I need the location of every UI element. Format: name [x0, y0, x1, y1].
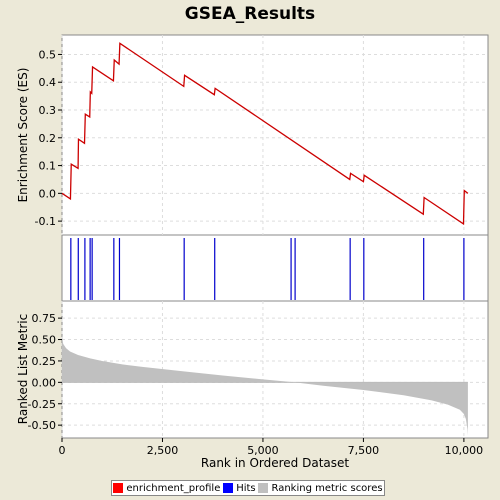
- ranking-y-ticks: -0.50 -0.25 0.00 0.25 0.50 0.75: [28, 312, 62, 432]
- ranking-y-tick-label: 0.25: [32, 355, 57, 368]
- ranking-y-tick-label: -0.25: [28, 398, 56, 411]
- x-ticks: 0 2,500 5,000 7,500 10,000: [59, 438, 484, 457]
- enrichment-y-ticks: -0.1 0.0 0.1 0.2 0.3 0.4 0.5: [35, 48, 62, 228]
- enrichment-profile-line: [61, 42, 469, 226]
- legend-item-enrichment-profile: enrichment_profile: [113, 483, 220, 494]
- legend-label: Ranking metric scores: [271, 482, 383, 494]
- hit-markers: [70, 238, 465, 300]
- x-tick-label: 0: [59, 444, 66, 457]
- chart-title: GSEA_Results: [184, 4, 316, 24]
- enrichment-profile-polyline: [61, 42, 469, 226]
- ranking-metric-area: [62, 335, 468, 436]
- enrichment-y-tick-label: 0.5: [39, 48, 57, 61]
- legend: enrichment_profile Hits Ranking metric s…: [111, 480, 385, 496]
- enrichment-y-tick-label: -0.1: [35, 215, 56, 228]
- enrichment-y-tick-label: 0.2: [39, 132, 57, 145]
- legend-label: enrichment_profile: [126, 482, 221, 494]
- enrichment-y-tick-label: 0.4: [39, 76, 57, 89]
- legend-item-hits: Hits: [223, 482, 256, 494]
- x-axis-label: Rank in Ordered Dataset: [201, 456, 349, 470]
- ranking-metric-area-fill: [62, 335, 468, 436]
- enrichment-y-axis-label: Enrichment Score (ES): [16, 68, 30, 203]
- enrichment-y-tick-label: 0.3: [39, 104, 57, 117]
- ranking-y-tick-label: 0.75: [32, 312, 57, 325]
- legend-label: Hits: [236, 482, 256, 494]
- enrichment-y-tick-label: 0.1: [39, 160, 57, 173]
- x-tick-label: 2,500: [147, 444, 179, 457]
- legend-item-ranking-metric-scores: Ranking metric scores: [258, 482, 383, 494]
- x-tick-label: 7,500: [348, 444, 380, 457]
- enrichment-grid: [61, 35, 488, 235]
- ranking-y-axis-label: Ranked List Metric: [16, 314, 30, 424]
- ranking-y-tick-label: -0.50: [28, 419, 56, 432]
- ranking-y-tick-label: 0.50: [32, 334, 57, 347]
- enrichment-panel: [61, 34, 489, 236]
- legend-swatch-red: [113, 483, 124, 493]
- x-tick-label: 10,000: [445, 444, 484, 457]
- enrichment-y-tick-label: 0.0: [39, 187, 57, 200]
- x-tick-label: 5,000: [247, 444, 279, 457]
- legend-swatch-gray: [258, 483, 269, 493]
- legend-swatch-blue: [223, 483, 234, 493]
- ranking-y-tick-label: 0.00: [32, 376, 57, 389]
